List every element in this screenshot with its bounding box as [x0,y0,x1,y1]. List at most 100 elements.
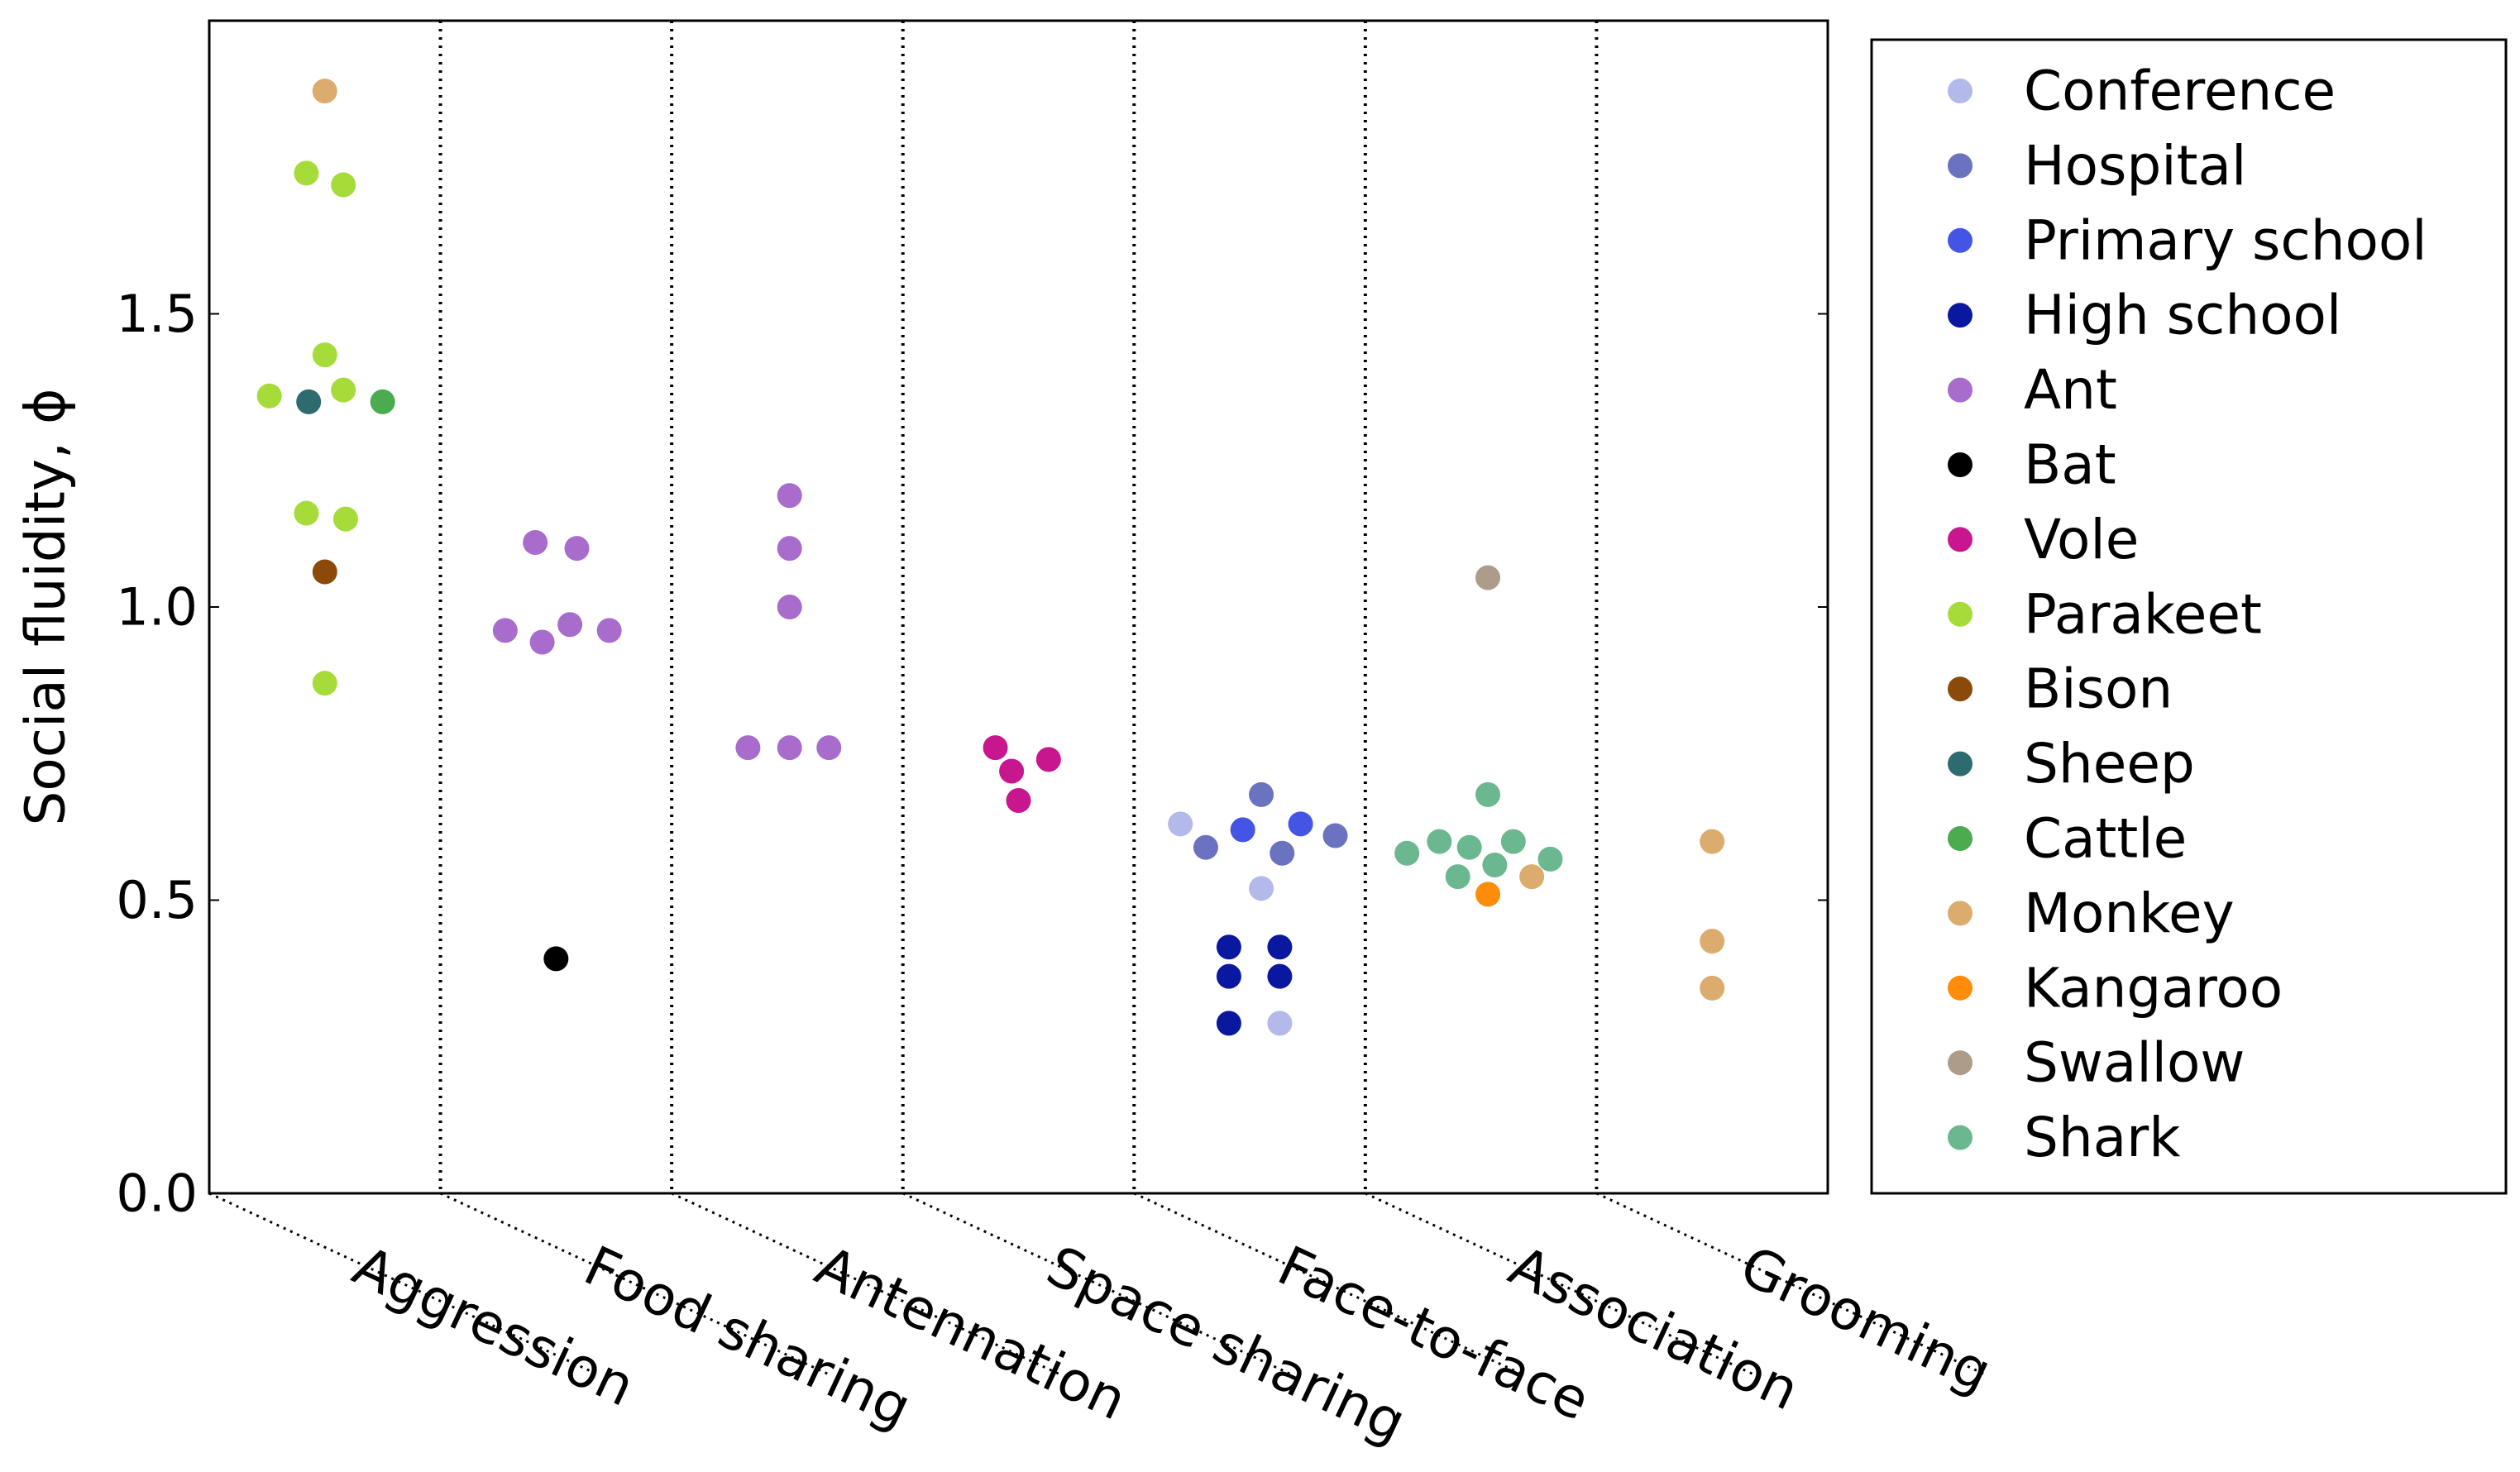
data-point [777,595,802,619]
legend-marker [1948,751,1972,777]
legend-label: Primary school [2024,208,2427,272]
legend-marker [1948,826,1972,851]
legend-marker [1948,377,1972,403]
legend-label: Conference [2024,60,2336,123]
data-point [1168,811,1193,837]
y-axis: 0.0 0.5 1.0 1.5 [116,284,1828,1224]
category-leader-line [1365,1192,1756,1377]
legend-marker [1948,1050,1972,1076]
data-point [1006,787,1031,813]
data-point [1216,963,1241,989]
legend-marker [1948,1125,1972,1150]
legend-marker [1948,676,1972,702]
data-point [312,342,337,368]
data-point [1700,975,1725,1001]
y-tick-label: 1.5 [116,284,198,344]
category-leader-line [671,1192,1063,1377]
legend-label: Hospital [2024,134,2246,198]
data-point [1267,934,1293,960]
data-point [1475,781,1501,807]
data-point [1427,829,1452,854]
data-point [983,735,1008,761]
data-point [1519,864,1545,890]
data-point [1482,852,1508,877]
data-point [331,377,356,403]
data-point [1394,840,1420,866]
data-point [999,758,1025,784]
legend-marker [1948,153,1972,179]
legend-label: Monkey [2024,882,2235,945]
data-point [312,559,337,585]
legend-label: Sheep [2024,732,2195,796]
data-point [1249,876,1274,901]
data-point [735,735,761,761]
data-point [543,946,569,972]
legend-marker [1948,452,1972,477]
data-point [529,629,555,655]
legend-label: High school [2024,284,2341,347]
legend-label: Ant [2024,358,2117,422]
legend-label: Vole [2024,508,2139,571]
data-points [256,79,1725,1036]
legend-marker [1948,79,1972,103]
category-leader-line [1133,1192,1525,1377]
data-point [1445,864,1470,890]
data-point [523,530,548,556]
data-point [777,483,802,509]
legend-label: Parakeet [2024,582,2262,646]
data-point [331,172,356,198]
legend-marker [1948,975,1972,1001]
data-point [312,79,337,104]
category-leader-line [439,1192,831,1377]
data-point [1267,1011,1293,1036]
y-axis-label: Social fluidity, ϕ [14,388,78,825]
data-point [1230,817,1255,843]
legend-marker [1948,601,1972,627]
legend-label: Cattle [2024,807,2187,871]
plot-area [208,19,1829,1195]
legend-box [1870,38,2508,1195]
data-point [1216,1011,1241,1036]
legend-marker [1948,527,1972,552]
legend-label: Kangaroo [2024,956,2283,1020]
data-point [296,389,322,414]
legend-label: Bison [2024,657,2173,721]
data-point [256,383,282,409]
legend: Conference Hospital Primary school High sch… [1870,38,2508,1195]
data-point [1475,882,1501,907]
data-point [1475,565,1501,590]
data-point [1270,840,1295,866]
category-separators [438,21,1599,1193]
legend-label: Swallow [2024,1031,2245,1095]
data-point [1267,963,1293,989]
plot-frame [208,19,1829,1195]
legend-marker [1948,901,1972,926]
data-point [1193,834,1218,860]
legend-label: Shark [2024,1106,2181,1169]
y-tick-label: 1.0 [116,577,198,638]
data-point [1700,829,1725,854]
data-point [816,735,842,761]
data-point [596,618,622,643]
data-point [492,618,518,643]
data-point [1456,834,1482,860]
data-point [1035,747,1061,772]
data-point [1537,846,1563,872]
data-point [1288,811,1313,837]
data-point [312,671,337,696]
data-point [294,500,319,526]
data-point [557,612,583,638]
category-leader-line [1595,1192,1987,1377]
data-point [777,536,802,562]
category-leader-line [902,1192,1293,1377]
data-point [1700,929,1725,954]
legend-label: Bat [2024,433,2116,497]
y-tick-label: 0.5 [116,870,198,930]
data-point [777,735,802,761]
data-point [1249,781,1274,807]
y-tick-label: 0.0 [116,1164,198,1224]
category-leader-line [208,1192,600,1377]
data-point [370,389,395,414]
